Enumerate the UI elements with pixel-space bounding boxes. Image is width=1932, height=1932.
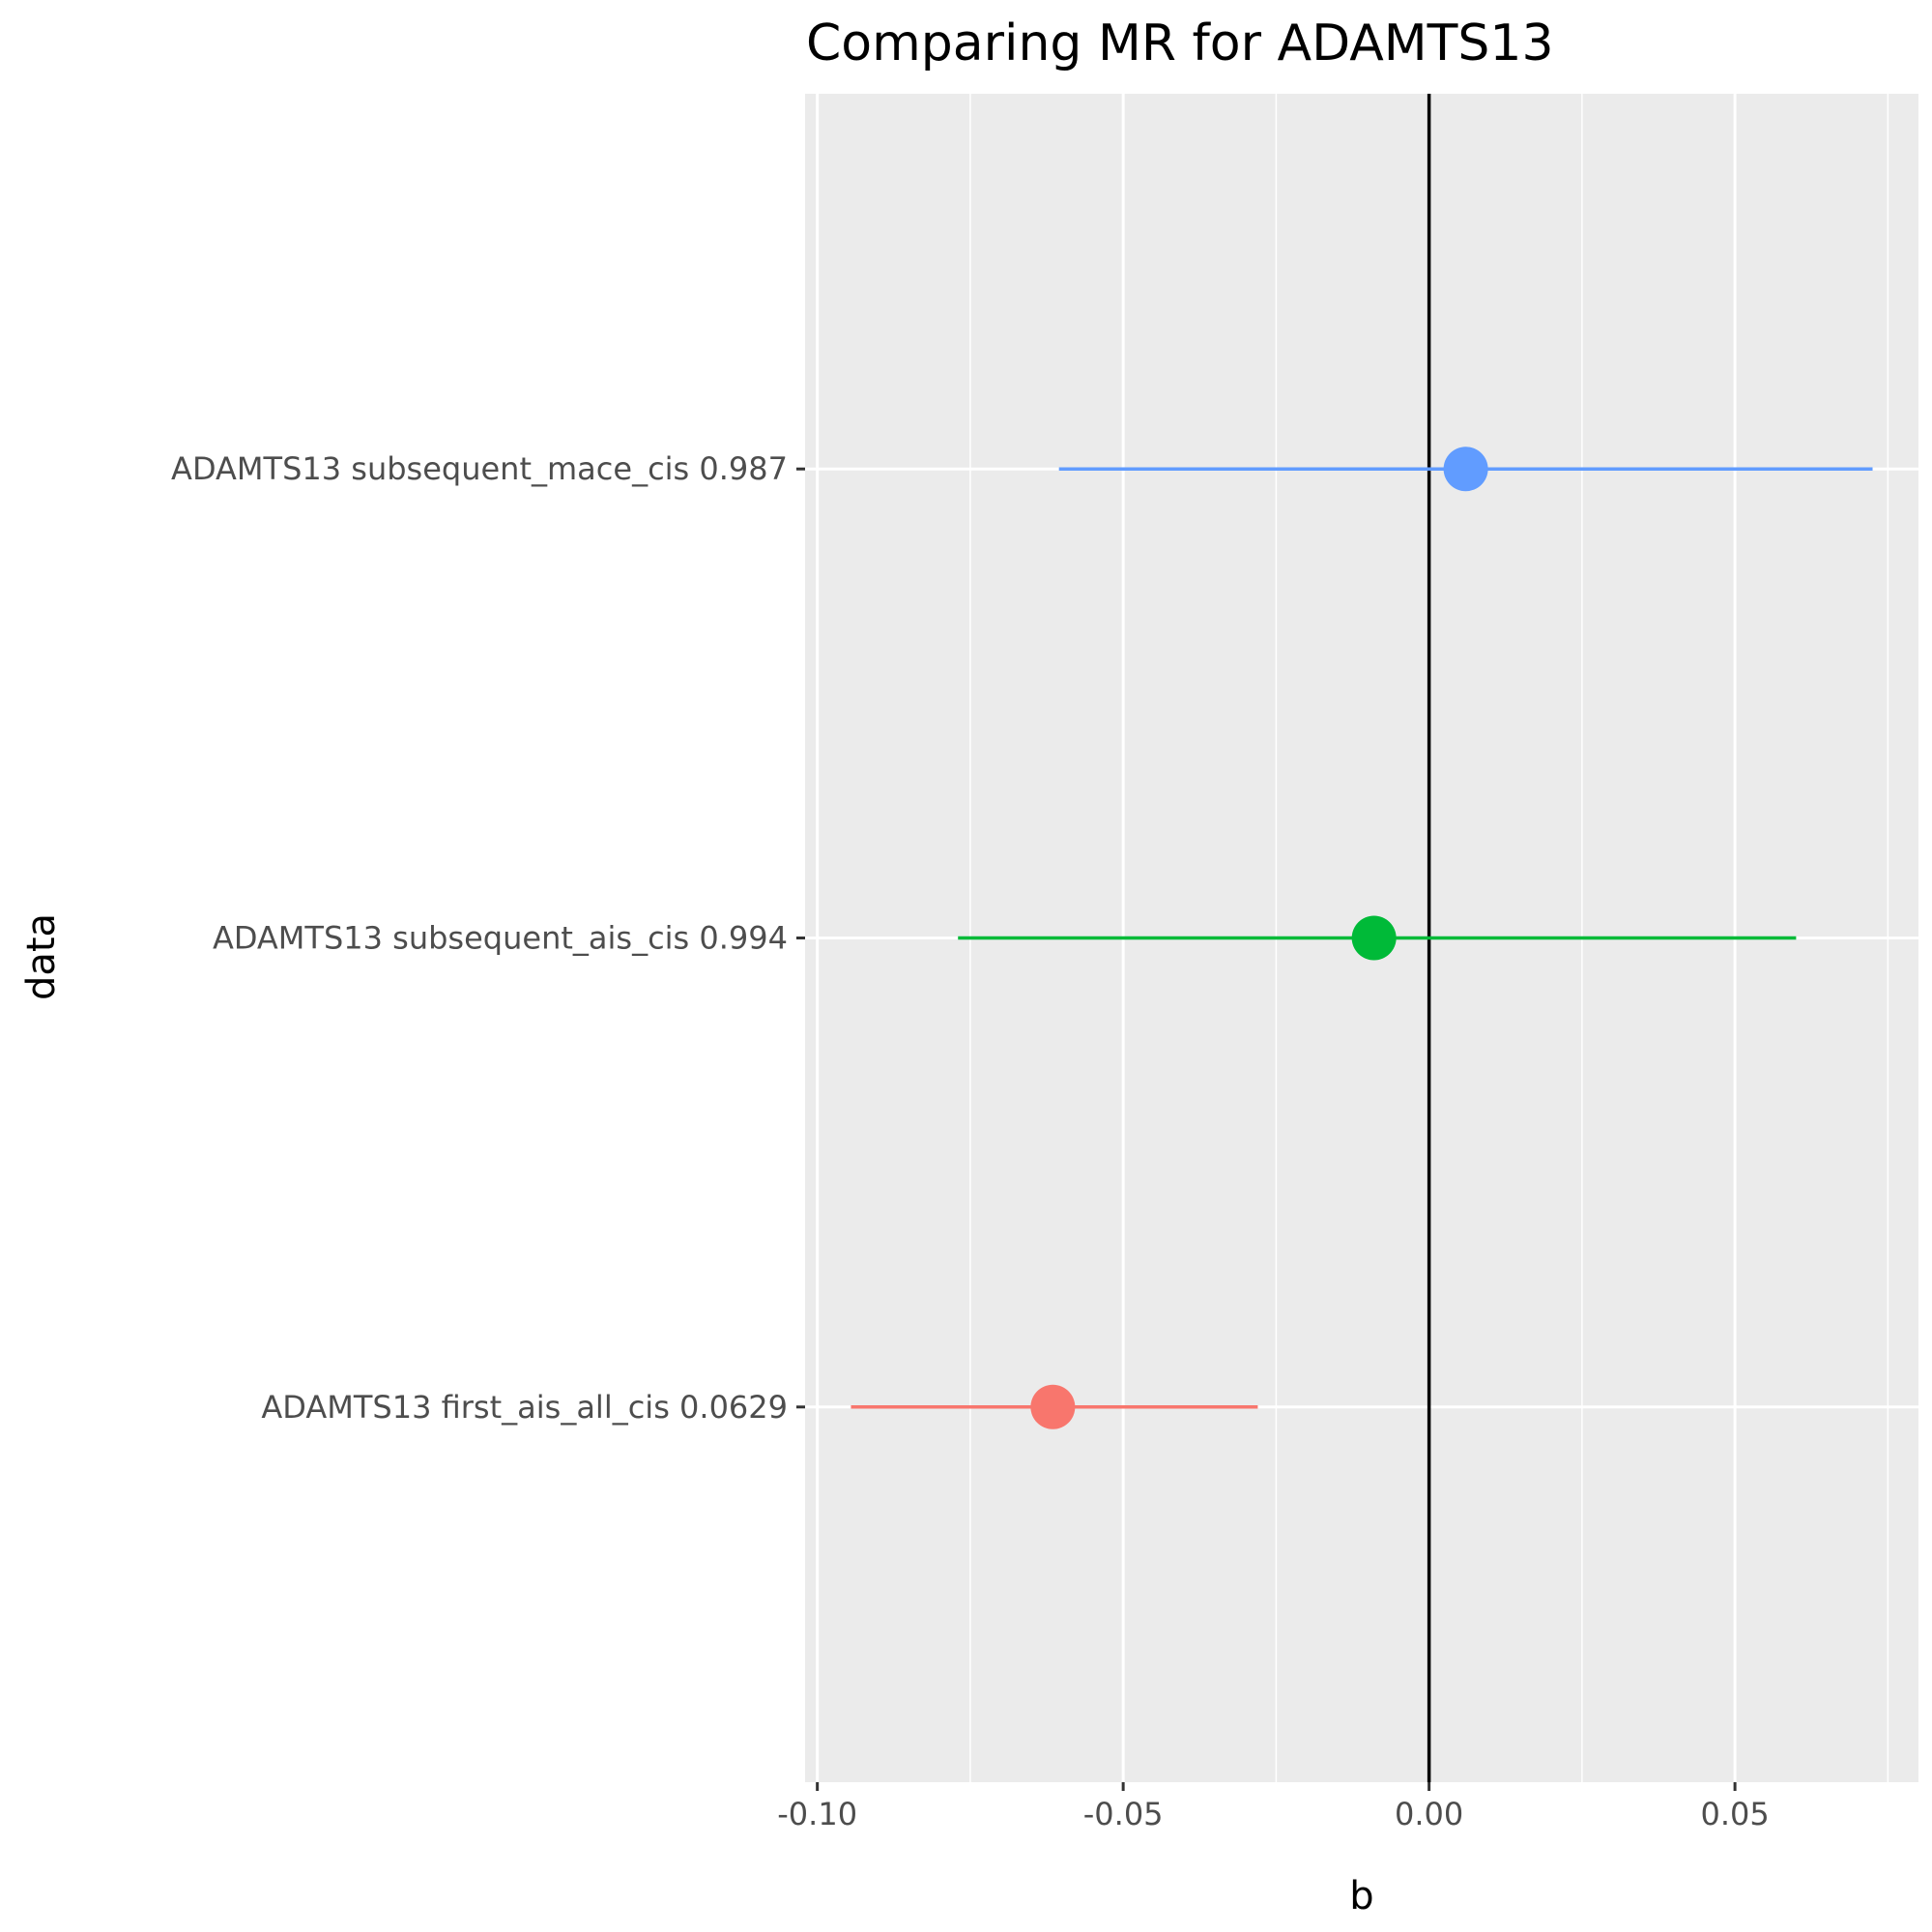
x-axis: -0.10 -0.05 0.00 0.05: [777, 1782, 1770, 1832]
data-marks: [851, 447, 1873, 1429]
estimate-point: [1030, 1384, 1076, 1429]
x-tick-label: 0.00: [1395, 1796, 1463, 1832]
estimate-point: [1443, 447, 1488, 492]
x-axis-title: b: [1349, 1874, 1373, 1918]
y-tick-label: ADAMTS13 subsequent_mace_cis 0.987: [171, 450, 788, 487]
y-axis-title: data: [19, 913, 64, 1000]
x-tick-label: -0.05: [1083, 1796, 1164, 1832]
estimate-point: [1351, 915, 1397, 961]
y-tick-label: ADAMTS13 subsequent_ais_cis 0.994: [213, 920, 788, 957]
x-tick-label: 0.05: [1700, 1796, 1769, 1832]
y-tick-label: ADAMTS13 first_ais_all_cis 0.0629: [261, 1389, 788, 1426]
x-tick-label: -0.10: [777, 1796, 857, 1832]
y-axis: ADAMTS13 first_ais_all_cis 0.0629 ADAMTS1…: [171, 450, 805, 1426]
chart-title: Comparing MR for ADAMTS13: [806, 14, 1554, 72]
